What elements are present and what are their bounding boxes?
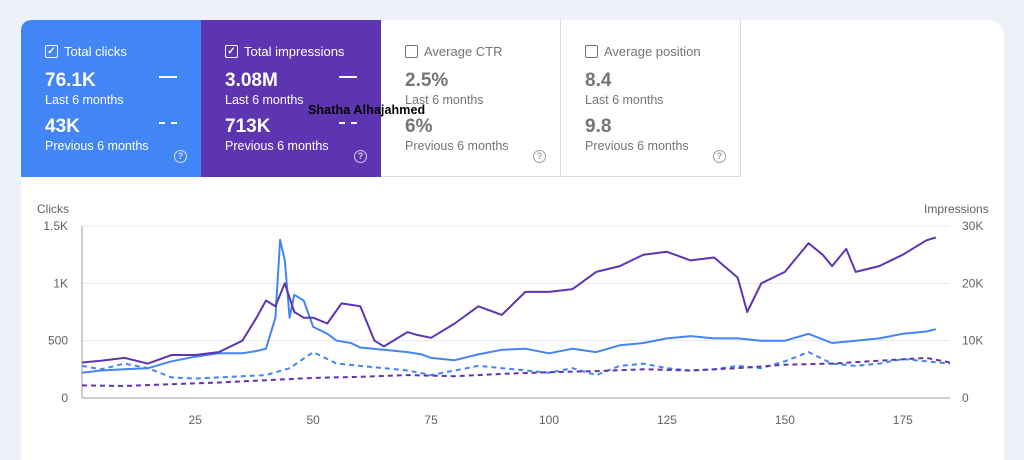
solid-line-legend-icon <box>339 76 357 78</box>
average-position-card[interactable]: Average position 8.4 Last 6 months 9.8 P… <box>561 20 741 177</box>
help-icon[interactable]: ? <box>713 150 726 163</box>
average-position-prev-period: Previous 6 months <box>585 139 689 153</box>
checkbox-unchecked-icon[interactable] <box>585 45 598 58</box>
x-tick-label: 100 <box>539 413 559 427</box>
average-ctr-value: 2.5% <box>405 70 449 91</box>
total-impressions-header: ✓ Total impressions <box>225 44 344 59</box>
total-clicks-card[interactable]: ✓ Total clicks 76.1K Last 6 months 43K P… <box>21 20 201 177</box>
series-line-impr_current <box>81 236 937 365</box>
total-clicks-value: 76.1K <box>45 70 96 91</box>
series-line-clicks_current <box>81 238 937 374</box>
total-impressions-card[interactable]: ✓ Total impressions 3.08M Last 6 months … <box>201 20 381 177</box>
checkbox-checked-icon[interactable]: ✓ <box>45 45 58 58</box>
checkbox-unchecked-icon[interactable] <box>405 45 418 58</box>
average-position-period: Last 6 months <box>585 93 664 107</box>
left-tick-label: 0 <box>61 391 68 405</box>
help-icon[interactable]: ? <box>174 150 187 163</box>
x-tick-label: 175 <box>893 413 913 427</box>
left-tick-label: 1.5K <box>43 219 68 233</box>
average-ctr-period: Last 6 months <box>405 93 484 107</box>
overlay-name-text: Shatha Alhajahmed <box>308 103 426 117</box>
left-tick-label: 1K <box>53 276 68 290</box>
x-tick-label: 125 <box>657 413 677 427</box>
left-tick-label: 500 <box>48 334 68 348</box>
dashed-line-legend-icon <box>159 122 177 124</box>
average-ctr-card[interactable]: Average CTR 2.5% Last 6 months 6% Previo… <box>381 20 561 177</box>
series-line-clicks_previous <box>81 351 951 380</box>
average-position-value: 8.4 <box>585 70 612 91</box>
performance-card: ✓ Total clicks 76.1K Last 6 months 43K P… <box>21 20 1004 460</box>
x-tick-label: 50 <box>306 413 320 427</box>
total-clicks-header: ✓ Total clicks <box>45 44 127 59</box>
total-impressions-period: Last 6 months <box>225 93 304 107</box>
left-axis-title: Clicks <box>37 202 69 216</box>
right-tick-label: 0 <box>962 391 969 405</box>
total-impressions-prev-value: 713K <box>225 116 271 137</box>
right-tick-label: 30K <box>962 219 983 233</box>
solid-line-legend-icon <box>159 76 177 78</box>
average-position-prev-value: 9.8 <box>585 116 612 137</box>
x-tick-label: 25 <box>189 413 203 427</box>
average-position-header: Average position <box>585 44 701 59</box>
right-axis-title: Impressions <box>924 202 989 216</box>
dashed-line-legend-icon <box>339 122 357 124</box>
total-impressions-prev-period: Previous 6 months <box>225 139 329 153</box>
right-tick-label: 20K <box>962 276 983 290</box>
x-tick-label: 75 <box>424 413 438 427</box>
x-tick-label: 150 <box>775 413 795 427</box>
total-clicks-label: Total clicks <box>64 44 127 59</box>
help-icon[interactable]: ? <box>533 150 546 163</box>
metric-selector: ✓ Total clicks 76.1K Last 6 months 43K P… <box>21 20 741 177</box>
checkbox-checked-icon[interactable]: ✓ <box>225 45 238 58</box>
help-icon[interactable]: ? <box>354 150 367 163</box>
performance-chart[interactable]: 1.5K 30K 1K 20K 500 10K 0 0 25 50 75 100 125 150 175 <box>0 0 1024 442</box>
total-clicks-prev-period: Previous 6 months <box>45 139 149 153</box>
right-tick-label: 10K <box>962 334 983 348</box>
total-clicks-period: Last 6 months <box>45 93 124 107</box>
total-clicks-prev-value: 43K <box>45 116 80 137</box>
total-impressions-label: Total impressions <box>244 44 345 59</box>
average-ctr-header: Average CTR <box>405 44 503 59</box>
average-ctr-prev-value: 6% <box>405 116 433 137</box>
total-impressions-value: 3.08M <box>225 70 278 91</box>
series-line-impr_previous <box>81 356 951 387</box>
average-ctr-label: Average CTR <box>424 44 503 59</box>
average-ctr-prev-period: Previous 6 months <box>405 139 509 153</box>
average-position-label: Average position <box>604 44 701 59</box>
